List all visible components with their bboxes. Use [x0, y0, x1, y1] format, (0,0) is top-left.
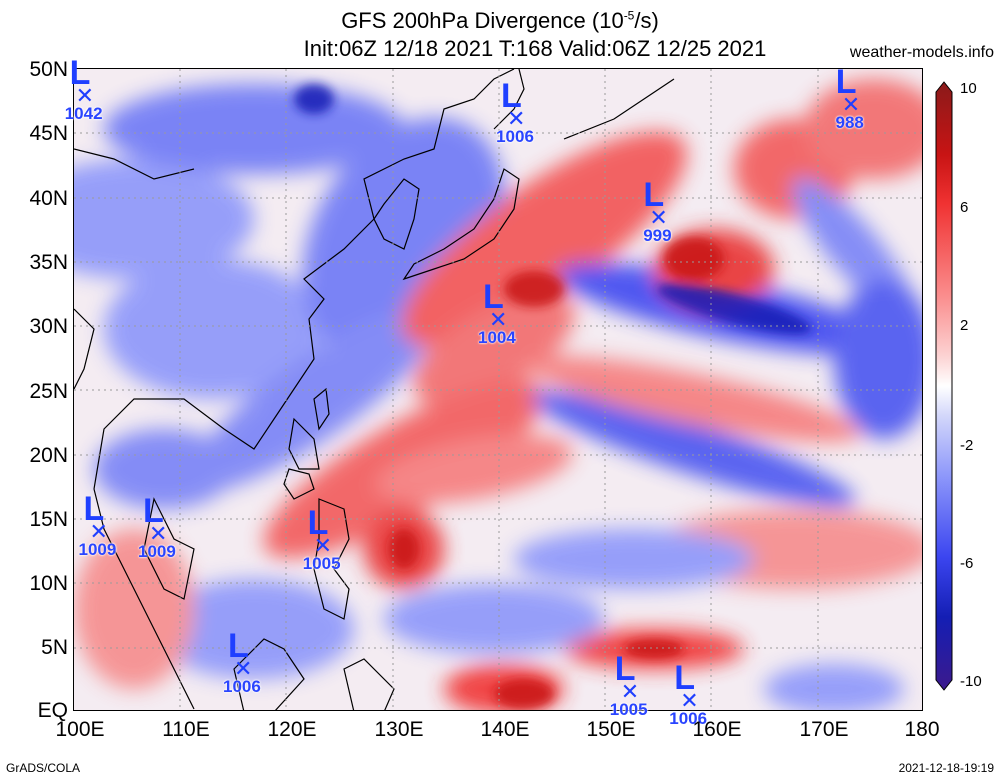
colorbar-label: -2	[960, 437, 974, 454]
credit-left: GrADS/COLA	[6, 761, 81, 775]
lon-label: 150E	[586, 718, 636, 741]
lon-label: 170E	[799, 718, 849, 741]
low-center-mark: ✕	[89, 519, 108, 545]
low-letter: L	[69, 54, 91, 93]
site-label: weather-models.info	[849, 44, 994, 61]
credit-right: 2021-12-18-19:19	[898, 761, 994, 775]
low-center-mark: ✕	[313, 533, 333, 559]
map-canvas	[74, 69, 922, 710]
low-center-mark: ✕	[680, 687, 699, 713]
colorbar-label: -10	[960, 673, 982, 690]
lat-label: 30N	[29, 315, 68, 338]
lon-label: 120E	[267, 718, 317, 741]
lat-label: 15N	[29, 508, 68, 531]
low-pressure-value: 1006	[496, 127, 534, 147]
lon-label: 180	[904, 718, 940, 741]
low-pressure-value: 1005	[609, 699, 648, 719]
low-pressure-value: 1004	[478, 328, 516, 348]
low-pressure-value: 1005	[302, 554, 341, 574]
chart-subtitle: Init:06Z 12/18 2021 T:168 Valid:06Z 12/2…	[303, 36, 767, 61]
colorbar	[935, 81, 953, 691]
low-letter: L	[643, 176, 665, 215]
divergence-map	[73, 68, 923, 711]
low-letter: L	[482, 278, 504, 317]
lon-label: 100E	[55, 718, 105, 741]
low-letter: L	[142, 491, 164, 530]
lon-label: 130E	[374, 718, 424, 741]
low-pressure-value: 1009	[138, 541, 176, 561]
low-pressure-value: 988	[835, 113, 864, 133]
colorbar-label: 2	[960, 317, 969, 334]
low-center-mark: ✕	[233, 655, 253, 681]
coastlines	[74, 69, 675, 710]
low-letter: L	[307, 504, 329, 543]
lat-label: 35N	[29, 251, 68, 274]
lon-label: 140E	[480, 718, 530, 741]
low-center-mark: ✕	[649, 205, 668, 231]
colorbar-label: -6	[960, 555, 974, 572]
low-center-mark: ✕	[148, 520, 168, 546]
colorbar-bar	[935, 81, 953, 691]
low-letter: L	[674, 658, 695, 697]
lat-label: EQ	[37, 699, 68, 722]
low-pressure-value: 1006	[223, 676, 261, 696]
gridlines	[74, 69, 922, 710]
low-letter: L	[835, 63, 857, 102]
lat-label: 5N	[41, 636, 68, 659]
low-pressure-value: 1009	[78, 540, 117, 560]
low-center-mark: ✕	[841, 92, 861, 118]
lat-label: 25N	[29, 380, 68, 403]
lat-label: 50N	[29, 58, 68, 81]
lat-label: 45N	[29, 122, 68, 145]
lon-label: 110E	[162, 718, 210, 741]
lat-label: 10N	[29, 572, 68, 595]
low-pressure-value: 999	[643, 226, 672, 246]
low-letter: L	[501, 77, 522, 116]
low-center-mark: ✕	[620, 678, 640, 704]
low-center-mark: ✕	[507, 106, 526, 132]
chart-title: GFS 200hPa Divergence (10-5/s)	[341, 8, 659, 33]
lat-label: 40N	[29, 187, 68, 210]
low-pressure-value: 1006	[669, 708, 708, 728]
low-center-mark: ✕	[488, 307, 508, 333]
low-letter: L	[614, 649, 636, 688]
lon-label: 160E	[692, 718, 742, 741]
colorbar-label: 10	[960, 80, 977, 97]
colorbar-label: 6	[960, 199, 969, 216]
low-letter: L	[227, 626, 249, 665]
lat-label: 20N	[29, 444, 68, 467]
low-pressure-value: 1042	[64, 104, 103, 124]
low-letter: L	[83, 490, 105, 529]
low-center-mark: ✕	[75, 83, 95, 109]
